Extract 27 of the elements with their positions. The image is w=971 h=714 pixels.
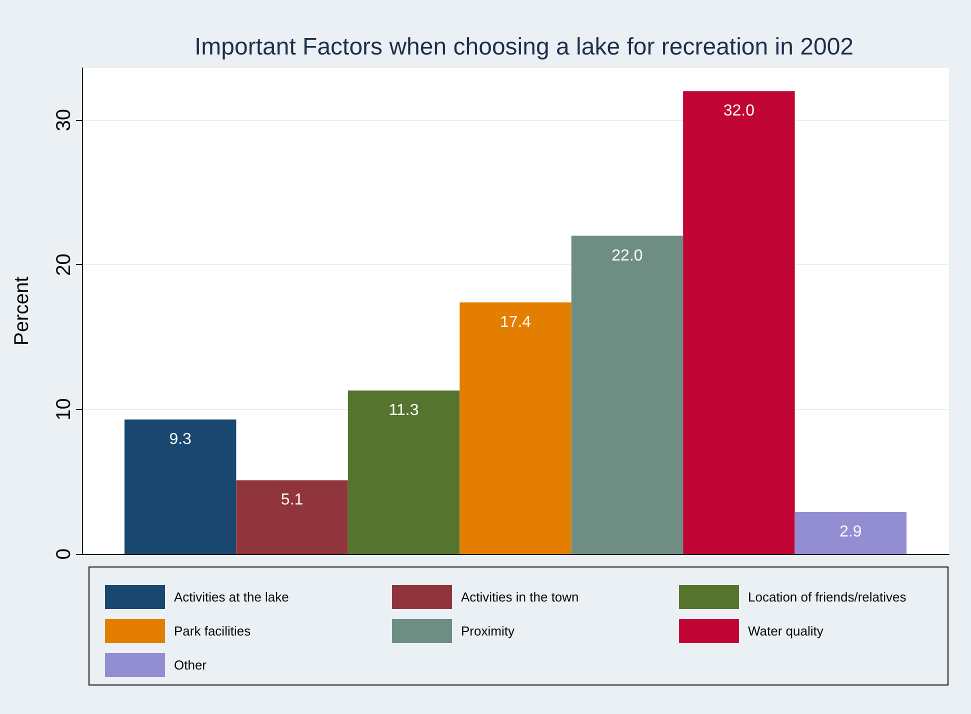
y-axis-title: Percent: [11, 276, 33, 346]
legend-label: Other: [174, 658, 208, 672]
chart-title: Important Factors when choosing a lake for recreation in 2002: [194, 34, 854, 60]
bar: [236, 480, 348, 554]
y-tick-label: 20: [53, 254, 75, 276]
y-tick-label: 10: [53, 398, 75, 420]
data-label: 22.0: [612, 247, 643, 264]
data-label: 9.3: [169, 430, 192, 448]
data-label: 5.1: [280, 492, 304, 509]
bar: [348, 390, 460, 554]
data-label: 11.3: [388, 402, 419, 420]
legend-label: Park facilities: [174, 624, 252, 638]
bar: [794, 512, 907, 554]
legend-label: Activities in the town: [461, 590, 579, 604]
legend-label: Location of friends/relatives: [748, 590, 907, 604]
legend-label: Water quality: [748, 624, 824, 638]
data-label: 17.4: [500, 314, 532, 331]
data-label: 32.0: [723, 102, 755, 120]
bar: [571, 236, 684, 554]
y-tick-label: 0: [53, 548, 75, 560]
bar: [460, 302, 572, 554]
legend-label: Proximity: [461, 624, 515, 638]
y-tick-label: 30: [53, 108, 75, 132]
bar: [683, 91, 795, 554]
data-label: 2.9: [840, 524, 862, 541]
bar: [124, 419, 236, 554]
legend-label: Activities at the lake: [174, 590, 289, 604]
